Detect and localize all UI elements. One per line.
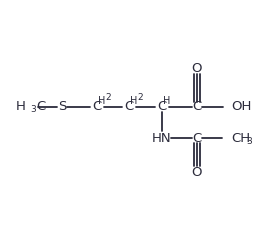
Text: O: O bbox=[192, 165, 202, 178]
Text: OH: OH bbox=[231, 101, 251, 114]
Text: 2: 2 bbox=[137, 94, 143, 103]
Text: C: C bbox=[192, 101, 202, 114]
Text: HN: HN bbox=[152, 131, 172, 145]
Text: 3: 3 bbox=[30, 106, 36, 114]
Text: C: C bbox=[92, 101, 102, 114]
Text: H: H bbox=[130, 96, 138, 106]
Text: H: H bbox=[16, 101, 26, 114]
Text: 3: 3 bbox=[246, 136, 252, 146]
Text: O: O bbox=[192, 62, 202, 74]
Text: 2: 2 bbox=[105, 94, 111, 103]
Text: C: C bbox=[192, 131, 202, 145]
Text: S: S bbox=[58, 101, 66, 114]
Text: CH: CH bbox=[231, 131, 250, 145]
Text: H: H bbox=[163, 96, 171, 106]
Text: C: C bbox=[157, 101, 167, 114]
Text: C: C bbox=[124, 101, 134, 114]
Text: C: C bbox=[36, 101, 45, 114]
Text: H: H bbox=[98, 96, 106, 106]
